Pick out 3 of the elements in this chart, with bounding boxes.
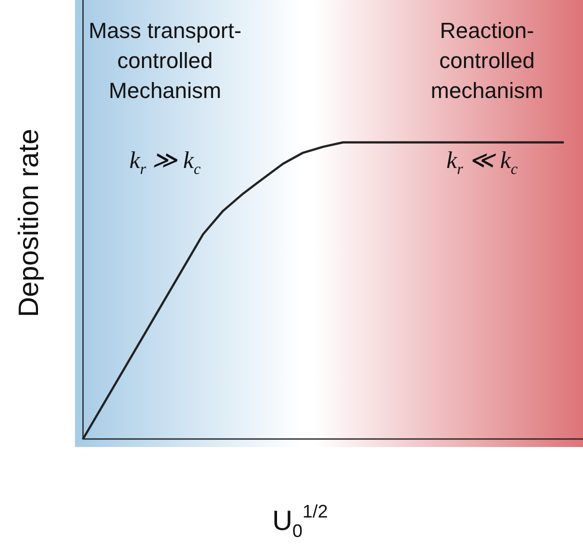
- text: Mass transport- controlled Mechanism: [88, 18, 242, 103]
- text: Reaction- controlled mechanism: [430, 18, 544, 103]
- y-axis-title: Deposition rate: [13, 128, 44, 318]
